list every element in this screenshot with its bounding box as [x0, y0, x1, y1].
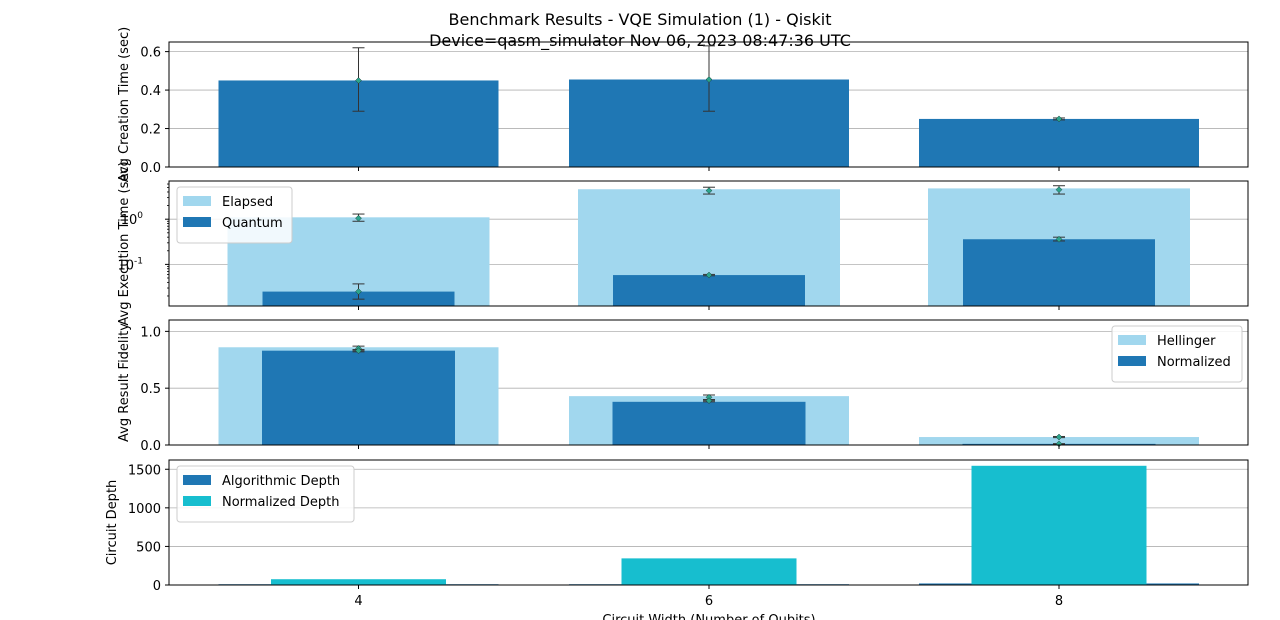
- x-tick-label: 4: [354, 594, 362, 609]
- chart-title: Benchmark Results - VQE Simulation (1) -…: [448, 10, 832, 29]
- y-tick-label: 0.5: [140, 382, 161, 397]
- y-tick-label: 0.2: [140, 123, 161, 138]
- legend-swatch: [1118, 335, 1146, 345]
- data-marker: [355, 214, 362, 222]
- legend-box: [176, 465, 355, 523]
- y-axis-label: Avg Creation Time (sec): [117, 27, 132, 182]
- legend-label: Hellinger: [1157, 334, 1216, 349]
- legend-swatch: [1118, 356, 1146, 366]
- y-tick-label: 0.4: [140, 84, 161, 99]
- y-tick-label: 0.0: [140, 439, 161, 454]
- y-tick-label: 1000: [128, 502, 161, 517]
- bar-normalized: [262, 350, 455, 445]
- chart-subtitle: Device=qasm_simulator Nov 06, 2023 08:47…: [429, 31, 851, 50]
- bar-normalized-depth: [271, 579, 446, 585]
- legend-label: Quantum: [222, 216, 283, 231]
- y-tick-label: 1.0: [140, 325, 161, 340]
- legend-label: Algorithmic Depth: [222, 474, 340, 489]
- y-axis-label: Avg Result Fidelity: [117, 323, 132, 442]
- bar-normalized-depth: [621, 558, 797, 585]
- y-tick-label: 0.6: [140, 46, 161, 61]
- y-tick-label: 0.0: [140, 161, 161, 176]
- data-marker: [1055, 186, 1063, 194]
- legend-swatch: [183, 217, 211, 227]
- data-marker: [705, 271, 713, 279]
- data-marker: [1055, 235, 1063, 243]
- x-tick-label: 8: [1055, 594, 1063, 609]
- data-marker: [355, 347, 362, 355]
- panel-creation: 0.0 0.2 0.4 0.6 Avg Creation Time (sec): [117, 27, 1249, 182]
- bar-normalized-depth: [971, 465, 1147, 585]
- y-tick-label: 1500: [128, 463, 161, 478]
- data-marker: [705, 187, 713, 194]
- x-axis-label: Circuit Width (Number of Qubits): [602, 613, 815, 620]
- legend-label: Normalized Depth: [222, 495, 339, 510]
- legend: Elapsed Quantum: [176, 186, 293, 244]
- legend-swatch: [183, 475, 211, 485]
- bar-quantum: [963, 239, 1155, 306]
- y-axis-label: Circuit Depth: [105, 480, 120, 566]
- bar-quantum: [613, 275, 805, 306]
- legend-swatch: [183, 496, 211, 506]
- data-marker: [705, 397, 713, 405]
- data-marker: [1055, 433, 1063, 441]
- y-axis-label: Avg Execution Time (sec): [117, 161, 132, 325]
- data-marker: [705, 76, 713, 83]
- y-tick-label: 500: [136, 540, 161, 555]
- x-tick-label: 6: [705, 594, 713, 609]
- data-marker: [355, 288, 362, 295]
- bar-normalized: [612, 401, 806, 445]
- legend-swatch: [183, 196, 211, 206]
- y-tick-label: 0: [153, 579, 161, 594]
- panel-depth: 0 500 1000 1500 4 6 8 Circuit Depth Algorithmic …: [105, 459, 1249, 609]
- legend: Hellinger Normalized: [1111, 325, 1243, 383]
- bar-creation-time: [919, 118, 1199, 167]
- legend-label: Elapsed: [222, 195, 273, 210]
- panel-fidelity: 0.0 0.5 1.0 Avg Result Fidelity Hellinger Nor…: [117, 319, 1249, 454]
- data-marker: [355, 77, 362, 84]
- legend: Algorithmic Depth Normalized Depth: [176, 465, 355, 523]
- data-marker: [1055, 115, 1063, 123]
- legend-label: Normalized: [1157, 355, 1231, 370]
